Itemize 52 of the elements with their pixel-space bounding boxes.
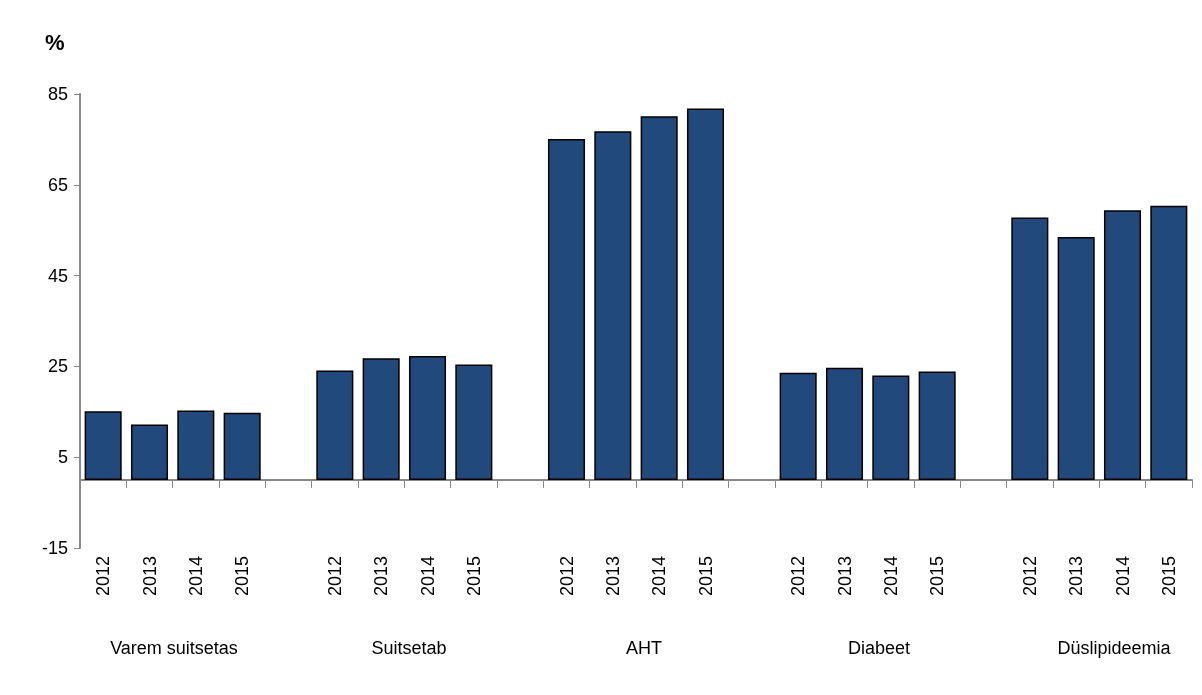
x-tick-label: 2013 bbox=[1066, 556, 1087, 597]
bar bbox=[918, 371, 956, 480]
y-axis-title: % bbox=[45, 29, 65, 55]
text: AHT bbox=[626, 638, 662, 658]
bar bbox=[455, 364, 493, 480]
y-tick-label: 45 bbox=[47, 265, 68, 286]
bar bbox=[779, 372, 817, 480]
bar bbox=[872, 375, 910, 480]
text: Suitsetab bbox=[371, 638, 447, 658]
x-tick-label: 2013 bbox=[834, 556, 855, 597]
y-tick-label: 5 bbox=[57, 447, 68, 468]
x-tick-label: 2013 bbox=[602, 556, 623, 597]
bar bbox=[1103, 210, 1142, 480]
text: Diabeet bbox=[847, 638, 911, 658]
x-tick-label: 2014 bbox=[880, 556, 901, 597]
x-tick-label: 2014 bbox=[649, 556, 670, 597]
x-tick-label: 2014 bbox=[185, 556, 206, 597]
x-tick-label: 2012 bbox=[1019, 556, 1040, 597]
y-tick-label: 65 bbox=[47, 174, 68, 195]
bar bbox=[84, 411, 122, 480]
bar bbox=[547, 138, 586, 480]
x-tick-label: 2015 bbox=[927, 556, 948, 597]
bar bbox=[362, 358, 400, 480]
bar bbox=[640, 116, 678, 480]
bar bbox=[686, 108, 725, 480]
x-tick-label: 2015 bbox=[1158, 556, 1179, 597]
x-tick-label: 2012 bbox=[324, 556, 345, 597]
x-tick-label: 2015 bbox=[463, 556, 484, 597]
x-tick-label: 2013 bbox=[371, 556, 392, 597]
x-tick-label: 2014 bbox=[1112, 556, 1133, 597]
bar bbox=[223, 412, 261, 480]
x-tick-label: 2013 bbox=[139, 556, 160, 597]
x-tick-label: 2012 bbox=[788, 556, 809, 597]
bar bbox=[177, 410, 215, 480]
bar bbox=[408, 355, 447, 480]
x-tick-label: 2012 bbox=[556, 556, 577, 597]
bar bbox=[130, 424, 169, 480]
x-tick-label: 2015 bbox=[232, 556, 253, 597]
y-tick-label: 25 bbox=[47, 356, 68, 377]
bar bbox=[1011, 217, 1049, 480]
y-tick-label: -15 bbox=[41, 538, 68, 558]
bar bbox=[1150, 205, 1188, 480]
bar bbox=[594, 131, 632, 480]
bar bbox=[316, 370, 354, 480]
y-tick-label: 85 bbox=[47, 84, 68, 104]
x-tick-label: 2014 bbox=[417, 556, 438, 597]
text: Düslipideemia bbox=[1057, 638, 1172, 658]
x-tick-label: 2015 bbox=[695, 556, 716, 597]
text: Varem suitsetas bbox=[110, 638, 238, 658]
bar bbox=[1057, 237, 1095, 480]
x-tick-label: 2012 bbox=[93, 556, 114, 597]
bar bbox=[825, 367, 864, 480]
